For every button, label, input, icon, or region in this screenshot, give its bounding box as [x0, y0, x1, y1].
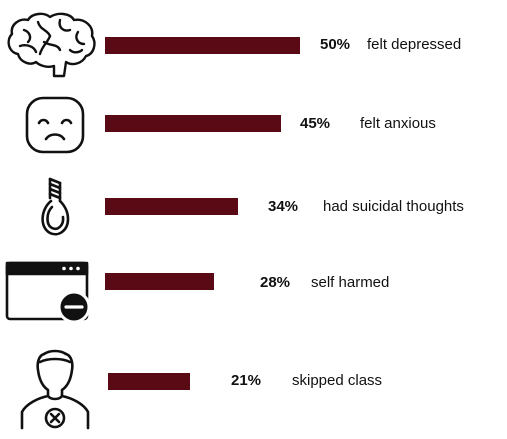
value-label: 50% — [320, 36, 351, 53]
browser-minus-icon — [5, 261, 91, 324]
row-skipped-class: 21% skipped class — [0, 0, 507, 430]
value-label: 21% — [231, 372, 262, 389]
bar — [105, 198, 238, 215]
bar — [105, 273, 214, 290]
row-depressed: 50% felt depressed — [0, 0, 507, 78]
category-label: had suicidal thoughts — [323, 198, 464, 215]
person-x-icon — [20, 349, 90, 430]
bar — [105, 115, 281, 132]
value-label: 34% — [268, 198, 299, 215]
category-label: skipped class — [292, 372, 383, 389]
value-label: 45% — [300, 115, 331, 132]
value-label: 28% — [260, 274, 291, 291]
category-label: felt anxious — [360, 115, 436, 132]
bar — [108, 373, 190, 390]
category-label: felt depressed — [367, 36, 462, 53]
category-label: self harmed — [311, 274, 390, 291]
row-self-harm: 28% self harmed — [0, 0, 507, 324]
sad-face-icon — [25, 96, 85, 154]
brain-icon — [7, 12, 96, 78]
row-suicidal: 34% had suicidal thoughts — [0, 0, 507, 236]
row-anxious: 45% felt anxious — [0, 0, 507, 154]
bar — [105, 37, 300, 54]
noose-icon — [41, 177, 70, 236]
